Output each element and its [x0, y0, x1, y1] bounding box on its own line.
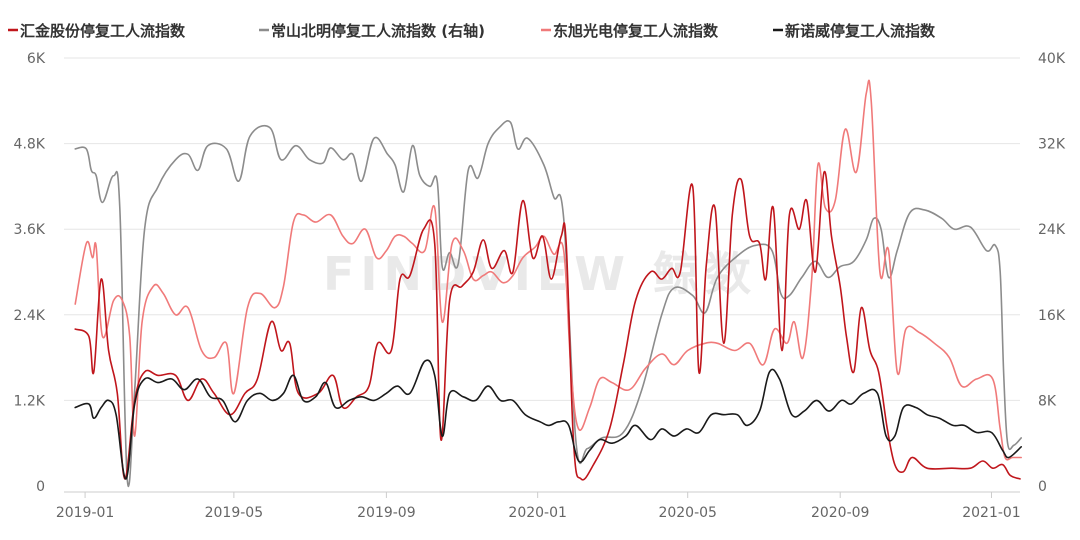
y-right-tick-label: 16K — [1038, 308, 1066, 324]
x-tick-label: 2019-09 — [357, 505, 416, 521]
legend-label: 新诺威停复工人流指数 — [785, 22, 936, 40]
y-left-tick-label: 4.8K — [14, 137, 46, 153]
y-left-tick-label: 1.2K — [14, 393, 46, 409]
y-right-tick-label: 0 — [1038, 479, 1047, 495]
y-right-tick-label: 40K — [1038, 51, 1066, 67]
y-right-tick-label: 24K — [1038, 222, 1066, 238]
watermark: FINDVIEW 鲸数 — [323, 247, 757, 301]
y-left-tick-label: 0 — [36, 479, 45, 495]
y-left-tick-label: 2.4K — [14, 308, 46, 324]
legend-item-1[interactable]: 汇金股份停复工人流指数 — [8, 22, 186, 40]
y-left-tick-label: 3.6K — [14, 222, 46, 238]
x-tick-label: 2020-05 — [658, 505, 717, 521]
legend-label: 汇金股份停复工人流指数 — [20, 22, 186, 40]
y-axis-left: 0 1.2K 2.4K 3.6K 4.8K 6K — [14, 51, 46, 495]
y-right-tick-label: 8K — [1038, 393, 1057, 409]
series-line-1 — [74, 171, 1021, 481]
legend-label: 东旭光电停复工人流指数 — [553, 22, 719, 40]
legend-item-3[interactable]: 东旭光电停复工人流指数 — [541, 22, 719, 40]
y-axis-right: 0 8K 16K 24K 32K 40K — [1038, 51, 1066, 495]
legend-item-4[interactable]: 新诺威停复工人流指数 — [773, 22, 936, 40]
x-tick-label: 2019-01 — [56, 505, 115, 521]
series-line-2 — [74, 120, 1022, 488]
x-tick-label: 2020-09 — [811, 505, 870, 521]
legend-item-2[interactable]: 常山北明停复工人流指数 (右轴) — [259, 22, 485, 40]
y-right-tick-label: 32K — [1038, 137, 1066, 153]
x-tick-label: 2021-01 — [962, 505, 1021, 521]
series-line-4 — [74, 359, 1022, 480]
legend-label: 常山北明停复工人流指数 (右轴) — [271, 22, 485, 40]
legend: 汇金股份停复工人流指数 常山北明停复工人流指数 (右轴) 东旭光电停复工人流指数 新诺… — [8, 22, 936, 40]
series-group — [74, 79, 1022, 488]
series-line-3 — [74, 79, 1022, 461]
y-left-tick-label: 6K — [27, 51, 46, 67]
x-tick-label: 2020-01 — [508, 505, 567, 521]
x-axis: 2019-01 2019-05 2019-09 2020-01 2020-05 2020-… — [56, 491, 1021, 521]
x-tick-label: 2019-05 — [205, 505, 264, 521]
